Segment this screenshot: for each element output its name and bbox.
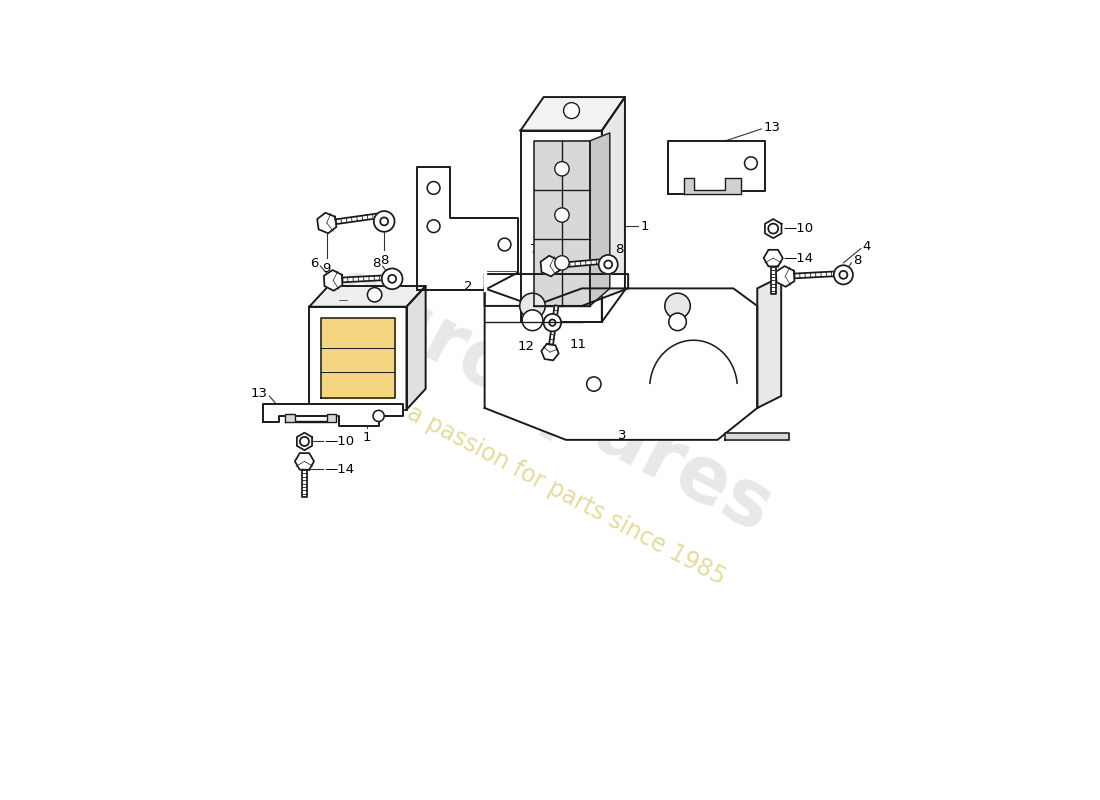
Text: —14: —14 bbox=[324, 463, 354, 476]
Text: 6: 6 bbox=[310, 257, 319, 270]
Polygon shape bbox=[285, 414, 337, 422]
Circle shape bbox=[598, 255, 618, 274]
Polygon shape bbox=[776, 266, 794, 286]
Circle shape bbox=[498, 238, 510, 251]
Polygon shape bbox=[485, 274, 628, 306]
Text: eurospares: eurospares bbox=[316, 251, 784, 549]
Circle shape bbox=[745, 157, 757, 170]
Polygon shape bbox=[342, 275, 385, 282]
Polygon shape bbox=[520, 130, 602, 322]
Circle shape bbox=[586, 377, 601, 391]
Text: a passion for parts since 1985: a passion for parts since 1985 bbox=[403, 402, 729, 590]
Polygon shape bbox=[336, 214, 378, 224]
Circle shape bbox=[382, 269, 403, 289]
Polygon shape bbox=[485, 288, 757, 440]
Polygon shape bbox=[764, 219, 781, 238]
Polygon shape bbox=[535, 141, 590, 306]
Circle shape bbox=[554, 162, 569, 176]
Text: 8: 8 bbox=[373, 257, 381, 270]
Polygon shape bbox=[541, 344, 559, 360]
Text: 11: 11 bbox=[569, 338, 586, 351]
Circle shape bbox=[522, 310, 542, 330]
Text: —10: —10 bbox=[783, 222, 814, 235]
Text: 2: 2 bbox=[464, 281, 473, 294]
Polygon shape bbox=[771, 266, 775, 294]
Circle shape bbox=[427, 220, 440, 233]
Polygon shape bbox=[263, 404, 403, 426]
Polygon shape bbox=[684, 178, 741, 194]
Polygon shape bbox=[309, 306, 407, 410]
Polygon shape bbox=[295, 453, 313, 470]
Text: 7: 7 bbox=[530, 243, 539, 256]
Text: —14: —14 bbox=[783, 251, 814, 265]
Circle shape bbox=[554, 208, 569, 222]
Text: 8: 8 bbox=[379, 254, 388, 267]
Circle shape bbox=[543, 314, 561, 331]
Polygon shape bbox=[297, 433, 312, 450]
Circle shape bbox=[519, 293, 546, 318]
Polygon shape bbox=[725, 434, 789, 440]
Polygon shape bbox=[668, 141, 766, 194]
Circle shape bbox=[834, 266, 852, 285]
Text: —10: —10 bbox=[324, 435, 354, 448]
Text: 9: 9 bbox=[322, 262, 331, 275]
Circle shape bbox=[554, 256, 569, 270]
Polygon shape bbox=[757, 277, 781, 408]
Polygon shape bbox=[407, 286, 426, 410]
Polygon shape bbox=[321, 318, 395, 398]
Text: 1: 1 bbox=[362, 431, 371, 444]
Polygon shape bbox=[559, 259, 602, 268]
Polygon shape bbox=[602, 97, 625, 322]
Polygon shape bbox=[520, 97, 625, 130]
Circle shape bbox=[664, 293, 691, 318]
Text: 12: 12 bbox=[518, 340, 535, 354]
Polygon shape bbox=[323, 270, 342, 290]
Polygon shape bbox=[309, 286, 426, 306]
Text: 8: 8 bbox=[852, 254, 861, 267]
Polygon shape bbox=[540, 256, 560, 276]
Text: 8: 8 bbox=[615, 243, 624, 256]
Polygon shape bbox=[794, 271, 837, 278]
Text: 3: 3 bbox=[617, 429, 626, 442]
Polygon shape bbox=[317, 213, 337, 234]
Polygon shape bbox=[485, 273, 518, 290]
Circle shape bbox=[374, 211, 395, 232]
Text: 13: 13 bbox=[763, 121, 781, 134]
Polygon shape bbox=[763, 250, 783, 266]
Polygon shape bbox=[590, 133, 609, 306]
Circle shape bbox=[367, 287, 382, 302]
Text: 13: 13 bbox=[251, 387, 267, 400]
Polygon shape bbox=[417, 167, 518, 290]
Circle shape bbox=[427, 182, 440, 194]
Circle shape bbox=[669, 313, 686, 330]
Polygon shape bbox=[302, 470, 307, 498]
Polygon shape bbox=[549, 306, 559, 345]
Circle shape bbox=[373, 410, 384, 422]
Circle shape bbox=[563, 102, 580, 118]
Text: 4: 4 bbox=[862, 241, 871, 254]
Text: 1: 1 bbox=[641, 220, 649, 233]
